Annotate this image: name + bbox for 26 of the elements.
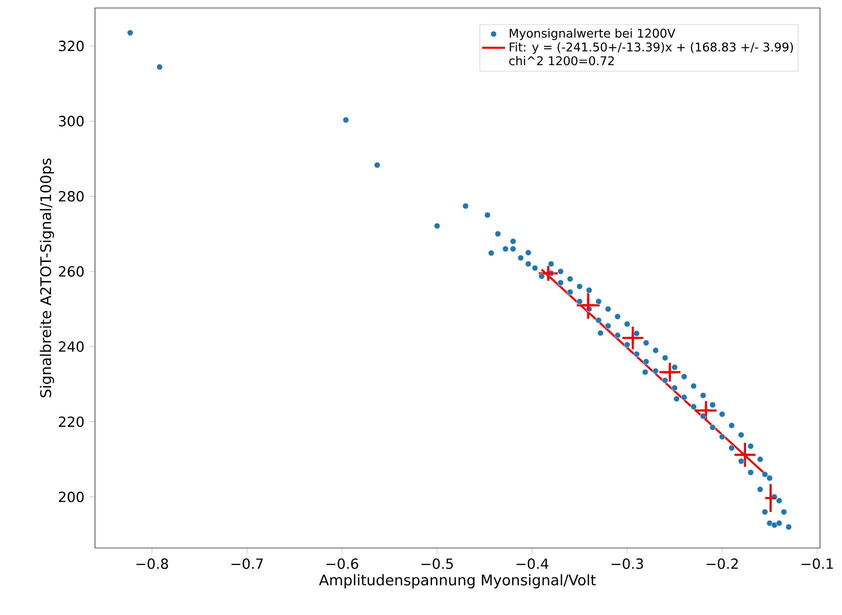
legend-label: Myonsignalwerte bei 1200V — [510, 28, 676, 40]
x-tick-label: −0.7 — [232, 558, 263, 569]
legend-label: Fit: y = (-241.50+/-13.39)x + (168.83 +/- 3.99) — [510, 42, 793, 54]
annotation: chi^2 1200=0.72 — [509, 56, 614, 66]
y-tick-label: 220 — [58, 416, 84, 428]
point — [700, 404, 712, 417]
x-tick-label: −0.1 — [802, 558, 833, 569]
y-axis-title: Signalbreite A2TOT-Signal/100ps — [40, 158, 54, 398]
y-tick-label: 300 — [58, 116, 84, 126]
point — [626, 332, 640, 344]
y-tick-label: 240 — [58, 341, 84, 352]
point — [582, 298, 595, 312]
point — [663, 366, 676, 379]
x-tick-label: −0.4 — [516, 558, 548, 569]
y-tick-label: 260 — [58, 266, 84, 277]
x-tick-label: −0.3 — [612, 558, 643, 569]
x-tick-label: −0.6 — [326, 558, 358, 569]
x-axis-title: Amplitudenspannung Myonsignal/Volt — [319, 574, 596, 588]
point — [764, 492, 777, 504]
y-tick-label: 320 — [58, 40, 84, 52]
x-tick-label: −0.8 — [136, 558, 168, 569]
y-tick-label: 280 — [58, 190, 84, 202]
y-tick-label: 200 — [58, 492, 84, 502]
x-tick-label: −0.5 — [422, 558, 453, 569]
x-tick-label: −0.2 — [706, 558, 738, 569]
point — [738, 448, 752, 462]
